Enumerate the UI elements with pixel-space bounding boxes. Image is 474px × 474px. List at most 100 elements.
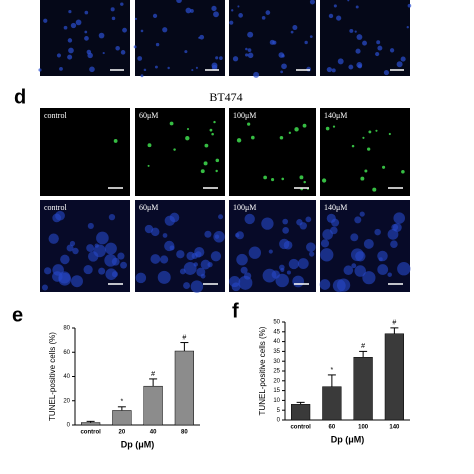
cell (198, 36, 201, 39)
cell (332, 279, 346, 293)
cell (377, 264, 389, 275)
cell (343, 265, 354, 276)
significance-mark: # (361, 343, 365, 350)
cell (397, 262, 411, 276)
cell (360, 176, 365, 181)
cell (88, 251, 99, 262)
cell (211, 5, 217, 12)
cell (115, 46, 120, 51)
cell (309, 0, 315, 5)
cell (304, 40, 308, 45)
cell (236, 138, 242, 143)
cell (218, 214, 224, 220)
cell (247, 31, 254, 38)
cell (362, 136, 365, 139)
cell (41, 284, 48, 291)
cell (302, 123, 307, 128)
cell (240, 266, 248, 274)
cell (213, 11, 219, 18)
cell (195, 66, 198, 69)
cell (157, 270, 171, 284)
cell (392, 223, 402, 232)
bar (322, 386, 342, 421)
cell (122, 27, 127, 33)
cell (191, 69, 194, 72)
cell (367, 147, 371, 151)
y-tick-label: 15 (273, 388, 280, 394)
significance-mark: # (392, 320, 396, 327)
cell (272, 40, 277, 45)
cell (261, 16, 266, 20)
cell (75, 19, 82, 26)
cell (349, 28, 354, 33)
cell (396, 61, 403, 68)
cell (185, 136, 190, 141)
cell (372, 187, 377, 192)
y-tick-label: 60 (63, 350, 70, 356)
bar (353, 357, 373, 421)
cell (63, 25, 68, 30)
x-tick-label: 80 (181, 430, 188, 436)
y-tick-label: 5 (277, 408, 281, 414)
cell (374, 228, 381, 236)
cell (247, 122, 251, 126)
y-tick-label: 35 (273, 349, 280, 355)
cell (219, 56, 223, 60)
cell (200, 273, 206, 279)
x-tick-label: control (80, 430, 101, 436)
cell (237, 5, 240, 8)
cell (320, 239, 330, 248)
cell (320, 248, 334, 262)
micrograph (229, 0, 316, 76)
cell (120, 2, 124, 6)
cell (251, 135, 255, 140)
cell (333, 4, 337, 8)
cell (247, 48, 252, 52)
cell (173, 148, 176, 151)
cell (56, 53, 62, 58)
cell (306, 66, 312, 72)
cell (200, 169, 205, 174)
cell (332, 125, 336, 128)
cell (290, 30, 294, 34)
micrograph (40, 108, 130, 196)
cell (243, 272, 252, 280)
cell (268, 249, 273, 254)
cell (354, 265, 366, 277)
image-label: 100μM (233, 111, 256, 120)
image-label: 100μM (233, 203, 256, 212)
cell (147, 164, 150, 167)
x-tick-label: 20 (119, 430, 126, 436)
cell (162, 27, 168, 33)
y-tick-label: 40 (273, 339, 280, 345)
cell (351, 144, 355, 148)
cell (67, 54, 73, 60)
cell (152, 13, 158, 19)
bar (112, 410, 132, 426)
cell (282, 227, 290, 234)
cell (357, 64, 362, 69)
cell (167, 66, 170, 70)
x-tick-label: 140 (389, 425, 400, 431)
cell (110, 7, 115, 12)
cell (253, 71, 260, 78)
cell (389, 48, 395, 53)
cell (200, 259, 211, 270)
cell (210, 251, 222, 262)
bar (291, 404, 311, 421)
cell (154, 65, 158, 69)
y-tick-label: 20 (273, 378, 280, 384)
cell (134, 17, 138, 21)
cell (87, 222, 94, 229)
micrograph (135, 200, 225, 292)
cell (362, 40, 367, 46)
y-tick-label: 30 (273, 359, 280, 365)
cell (229, 20, 234, 25)
cell (209, 128, 213, 132)
y-tick-label: 25 (273, 369, 280, 375)
cell (292, 25, 298, 31)
cell (229, 275, 241, 288)
x-axis-label: Dp (μM) (121, 439, 155, 449)
cell (69, 240, 76, 247)
